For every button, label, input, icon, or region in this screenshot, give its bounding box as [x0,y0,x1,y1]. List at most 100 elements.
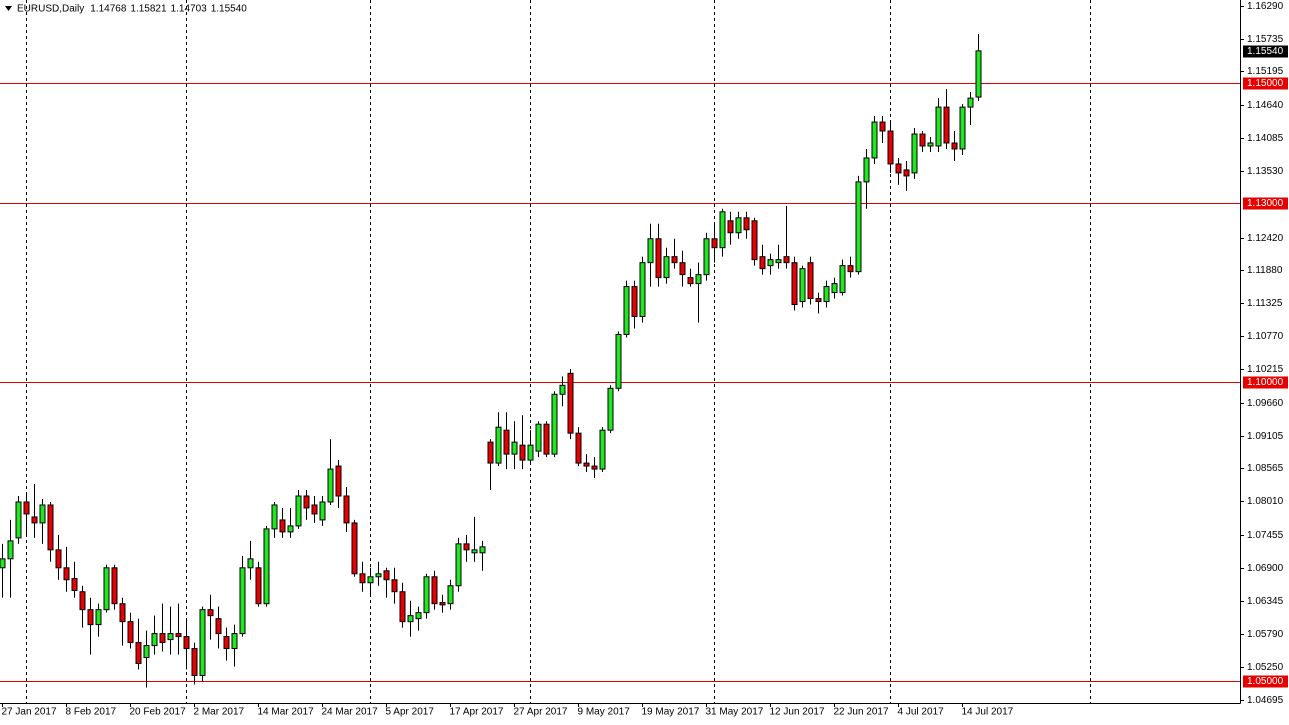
candle-body [439,601,446,606]
candle-body [351,522,358,575]
candle-body [559,384,566,395]
candle-body [159,633,166,644]
candle-body [103,567,110,611]
last-price-label: 1.15540 [1247,46,1284,57]
candle-body [855,181,862,273]
candle-body [447,585,454,605]
candle-body [463,543,470,551]
x-tick-label: 8 Feb 2017 [66,707,117,718]
candle-body [239,567,246,635]
candle-body [127,621,134,644]
candle-body [631,286,638,317]
x-tick-label: 19 May 2017 [642,707,700,718]
candle-body [303,495,310,509]
x-tick-label: 14 Mar 2017 [258,707,315,718]
candle-body [335,465,342,497]
candle-body [711,238,718,249]
candle-body [663,256,670,279]
candle-body [487,441,494,464]
candle-body [919,133,926,147]
candle-body [423,576,430,614]
y-tick-label: 1.09660 [1247,398,1284,409]
candle-body [383,570,390,581]
y-tick-label: 1.05250 [1247,662,1284,673]
y-tick-label: 1.08565 [1247,463,1284,474]
y-tick-label: 1.14640 [1247,100,1284,111]
candle-body [495,426,502,464]
candle-body [31,516,38,524]
candle-body [959,106,966,150]
candle-body [23,501,30,515]
candle-body [927,142,934,147]
candle-body [759,256,766,270]
level-label-box [1243,376,1288,389]
candle-body [503,429,510,455]
menu-arrow[interactable] [5,6,12,11]
candle-body [231,633,238,650]
level-label: 1.10000 [1247,377,1284,388]
x-tick-label: 5 Apr 2017 [386,707,435,718]
x-tick-label: 17 Apr 2017 [450,707,504,718]
candle-body [119,603,126,623]
candle-body [199,609,206,676]
level-label: 1.13000 [1247,198,1284,209]
chart-title: EURUSD,Daily [17,4,84,15]
candle-body [63,567,70,581]
candle-body [327,468,334,503]
x-tick-label: 20 Feb 2017 [130,707,187,718]
y-tick-label: 1.07455 [1247,530,1284,541]
candle-body [359,573,366,584]
candle-body [279,519,286,533]
y-tick-label: 1.16290 [1247,1,1284,12]
y-tick-label: 1.04695 [1247,695,1284,706]
candle-body [431,576,438,605]
candle-body [911,133,918,174]
y-tick-label: 1.11325 [1247,298,1283,309]
last-price-box [1243,45,1288,58]
ohlc-value: 1.14703 [171,4,208,15]
candle-body [879,121,886,132]
x-tick-label: 27 Jan 2017 [2,707,57,718]
y-tick-label: 1.15735 [1247,34,1284,45]
level-label-box [1243,197,1288,210]
candle-body [551,393,558,455]
candle-body [799,268,806,303]
candle-body [215,618,222,635]
candle-body [479,546,486,554]
candle-body [807,262,814,300]
candle-body [887,130,894,165]
ohlc-value: 1.15540 [211,4,248,15]
candle-body [151,633,158,647]
candle-body [687,277,694,285]
candle-body [951,142,958,150]
candle-body [735,217,742,234]
candle-body [271,504,278,530]
candle-body [815,298,822,303]
x-tick-label: 22 Jun 2017 [834,707,889,718]
y-tick-label: 1.06900 [1247,563,1284,574]
candle-body [639,262,646,317]
y-tick-label: 1.12420 [1247,233,1284,244]
y-tick-label: 1.10770 [1247,331,1284,342]
y-tick-label: 1.05790 [1247,629,1284,640]
candle-body [767,259,774,267]
candle-body [727,220,734,234]
x-tick-label: 9 May 2017 [578,707,631,718]
candle-body [287,525,294,533]
candle-body [247,558,254,569]
candle-body [599,429,606,470]
candle-body [543,423,550,455]
candle-body [47,504,54,551]
candle-body [207,609,214,617]
candle-body [375,573,382,578]
candle-body [175,633,182,638]
candle-body [79,591,86,611]
candle-body [743,217,750,231]
candle-body [511,441,518,455]
candle-body [455,543,462,587]
candle-body [471,549,478,554]
candle-body [183,636,190,650]
candle-body [703,238,710,276]
candle-body [111,567,118,605]
